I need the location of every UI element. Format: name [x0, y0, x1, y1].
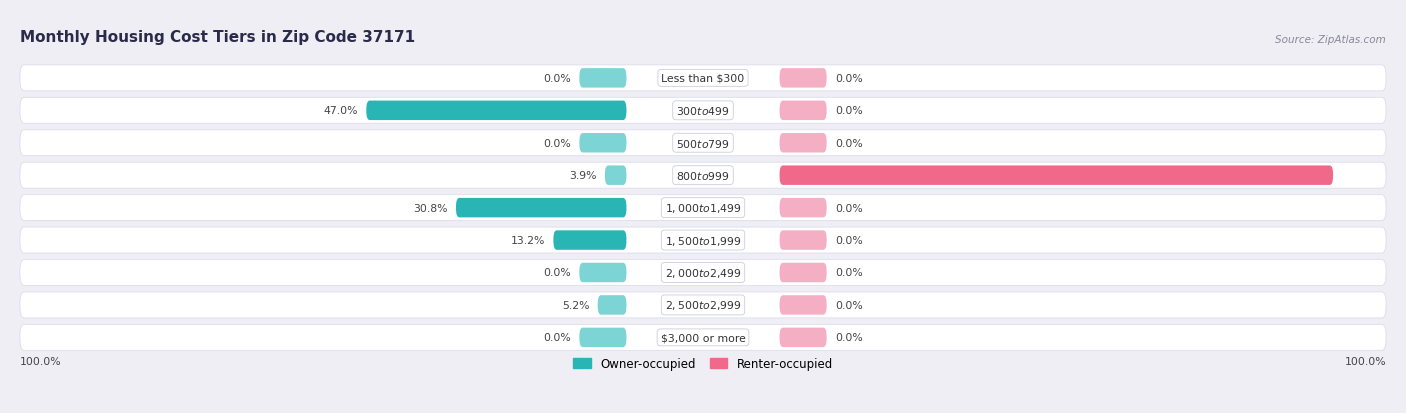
Text: 3.9%: 3.9%: [569, 171, 596, 181]
Text: 0.0%: 0.0%: [835, 268, 863, 278]
FancyBboxPatch shape: [20, 292, 1386, 318]
Text: $2,500 to $2,999: $2,500 to $2,999: [665, 299, 741, 312]
FancyBboxPatch shape: [779, 69, 827, 88]
Text: Source: ZipAtlas.com: Source: ZipAtlas.com: [1275, 35, 1386, 45]
FancyBboxPatch shape: [579, 328, 627, 347]
Text: 0.0%: 0.0%: [543, 332, 571, 342]
Text: 47.0%: 47.0%: [323, 106, 359, 116]
FancyBboxPatch shape: [20, 131, 1386, 157]
FancyBboxPatch shape: [20, 228, 1386, 254]
FancyBboxPatch shape: [20, 98, 1386, 124]
Text: 0.0%: 0.0%: [543, 268, 571, 278]
Text: $2,000 to $2,499: $2,000 to $2,499: [665, 266, 741, 279]
Text: $800 to $999: $800 to $999: [676, 170, 730, 182]
Text: $1,000 to $1,499: $1,000 to $1,499: [665, 202, 741, 215]
Text: $1,500 to $1,999: $1,500 to $1,999: [665, 234, 741, 247]
FancyBboxPatch shape: [579, 69, 627, 88]
FancyBboxPatch shape: [598, 295, 627, 315]
FancyBboxPatch shape: [605, 166, 627, 185]
Text: Less than $300: Less than $300: [661, 74, 745, 84]
Text: 100.0%: 100.0%: [20, 356, 62, 366]
FancyBboxPatch shape: [20, 260, 1386, 286]
Text: 0.0%: 0.0%: [543, 138, 571, 148]
Text: 100.0%: 100.0%: [1344, 356, 1386, 366]
Text: 5.2%: 5.2%: [562, 300, 589, 310]
FancyBboxPatch shape: [779, 134, 827, 153]
FancyBboxPatch shape: [367, 101, 627, 121]
FancyBboxPatch shape: [779, 101, 827, 121]
FancyBboxPatch shape: [456, 198, 627, 218]
Text: 0.0%: 0.0%: [543, 74, 571, 84]
FancyBboxPatch shape: [20, 325, 1386, 351]
Text: 13.2%: 13.2%: [510, 235, 546, 245]
FancyBboxPatch shape: [779, 231, 827, 250]
FancyBboxPatch shape: [779, 328, 827, 347]
FancyBboxPatch shape: [20, 195, 1386, 221]
Legend: Owner-occupied, Renter-occupied: Owner-occupied, Renter-occupied: [572, 357, 834, 370]
FancyBboxPatch shape: [779, 263, 827, 282]
Text: $500 to $799: $500 to $799: [676, 138, 730, 150]
FancyBboxPatch shape: [779, 198, 827, 218]
Text: 0.0%: 0.0%: [835, 138, 863, 148]
FancyBboxPatch shape: [20, 163, 1386, 189]
FancyBboxPatch shape: [579, 134, 627, 153]
Text: 30.8%: 30.8%: [413, 203, 447, 213]
FancyBboxPatch shape: [20, 66, 1386, 92]
Text: 0.0%: 0.0%: [835, 300, 863, 310]
Text: 0.0%: 0.0%: [835, 74, 863, 84]
Text: 0.0%: 0.0%: [835, 203, 863, 213]
FancyBboxPatch shape: [554, 231, 627, 250]
Text: 0.0%: 0.0%: [835, 235, 863, 245]
Text: 0.0%: 0.0%: [835, 332, 863, 342]
Text: Monthly Housing Cost Tiers in Zip Code 37171: Monthly Housing Cost Tiers in Zip Code 3…: [20, 30, 415, 45]
Text: $300 to $499: $300 to $499: [676, 105, 730, 117]
Text: 100.0%: 100.0%: [1341, 171, 1384, 181]
Text: 0.0%: 0.0%: [835, 106, 863, 116]
FancyBboxPatch shape: [579, 263, 627, 282]
FancyBboxPatch shape: [779, 166, 1333, 185]
Text: $3,000 or more: $3,000 or more: [661, 332, 745, 342]
FancyBboxPatch shape: [779, 295, 827, 315]
